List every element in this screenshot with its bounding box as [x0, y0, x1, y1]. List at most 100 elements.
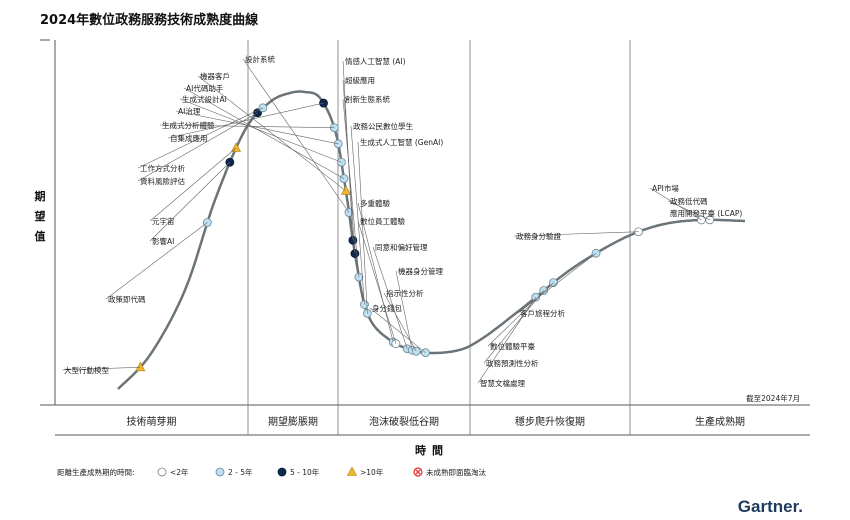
legend-marker	[347, 466, 357, 476]
point-leader	[179, 98, 342, 163]
tech-point-25: 智慧文檔處理	[477, 292, 541, 388]
legend-label: >10年	[360, 467, 384, 477]
tech-point-29: 政務身分驗證	[513, 227, 643, 241]
point-label: 情感人工智慧 (AI)	[345, 56, 406, 66]
tech-point-4: 元宇宙	[149, 142, 242, 226]
x-axis-label: 時間	[415, 443, 449, 457]
point-label: 創新生態系統	[345, 94, 390, 104]
tech-point-11: AI代碼助手	[183, 83, 349, 184]
legend: 距離生產成熟期的時間: <2年 2 - 5年 5 - 10年 >10年 未成熟即面臨淘汰	[57, 466, 486, 477]
point-label: 指示性分析	[386, 288, 424, 298]
phase-label-2: 期望膨脹期	[268, 415, 318, 428]
point-label: 政務預測性分析	[486, 358, 539, 368]
y-axis-label: 期 望 值	[35, 189, 46, 243]
point-leader	[137, 112, 258, 182]
tech-point-10: 生成式設計AI	[179, 94, 346, 167]
point-marker	[135, 361, 146, 372]
tech-point-3: 影響AI	[149, 157, 235, 246]
tech-point-6: 工作方式分析	[137, 103, 268, 173]
phase-label-4: 穩步爬升恢復期	[515, 415, 585, 428]
hype-curve	[117, 90, 745, 390]
point-label: 影響AI	[152, 236, 174, 246]
point-label: 政務低代碼	[670, 196, 708, 206]
point-label: 設計系統	[245, 54, 275, 64]
legend-label: 5 - 10年	[290, 467, 320, 477]
phase-label-1: 技術萌芽期	[127, 415, 177, 428]
legend-item-5to10: 5 - 10年	[277, 467, 320, 477]
point-label: 自集成應用	[170, 133, 208, 143]
point-leader	[167, 102, 324, 139]
tech-point-30: API市場	[649, 183, 706, 225]
point-marker	[231, 142, 242, 152]
point-label: 身分錢包	[372, 303, 402, 313]
tech-point-12: 機器客戶	[197, 71, 351, 195]
point-label: 生成式設計AI	[182, 94, 227, 104]
legend-label: 未成熟即面臨淘汰	[426, 467, 486, 477]
legend-marker	[277, 467, 287, 477]
point-leader	[517, 252, 597, 314]
point-leader	[372, 246, 408, 349]
legend-item-2to5: 2 - 5年	[215, 467, 253, 477]
point-label: 超級應用	[345, 75, 375, 85]
point-label: 政務身分驗證	[516, 231, 561, 241]
tech-point-5: 資料風險評估	[137, 108, 262, 186]
legend-label: <2年	[170, 467, 189, 477]
point-leader	[342, 98, 360, 278]
point-label: AI代碼助手	[186, 83, 224, 93]
point-label: 元宇宙	[152, 216, 175, 226]
point-label: 數位體驗平臺	[490, 341, 535, 351]
point-label: 資料風險評估	[140, 176, 185, 186]
point-leader	[183, 87, 345, 179]
point-leader	[667, 200, 710, 221]
point-label: 同意和偏好管理	[375, 242, 428, 252]
tech-point-2: 政策即代碼	[105, 218, 212, 304]
point-leader	[197, 75, 347, 192]
point-leader	[487, 282, 554, 347]
point-label: 政務公民數位學生	[353, 121, 413, 131]
point-leader	[357, 141, 368, 314]
point-label: 機器客戶	[200, 71, 230, 81]
point-leader	[149, 162, 231, 242]
phase-labels: 技術萌芽期 期望膨脹期 泡沫破裂低谷期 穩步爬升恢復期 生產成熟期	[127, 415, 746, 428]
point-leader	[350, 125, 365, 305]
point-marker	[340, 185, 351, 195]
legend-item-obsolete: 未成熟即面臨淘汰	[413, 467, 486, 477]
phase-label-3: 泡沫破裂低谷期	[369, 415, 439, 428]
as-of-date: 截至2024年7月	[746, 393, 800, 403]
tech-point-23: 指示性分析	[383, 288, 424, 356]
point-label: API市場	[652, 183, 679, 193]
legend-item-lt2: <2年	[157, 467, 189, 477]
point-label: 工作方式分析	[140, 163, 185, 173]
point-leader	[242, 58, 350, 213]
point-leader	[357, 202, 394, 343]
tech-point-24: 身分錢包	[369, 303, 430, 358]
phase-dividers	[247, 40, 631, 435]
point-leader	[395, 270, 413, 351]
tech-point-20: 數位員工體驗	[357, 216, 405, 349]
point-label: 生成式分析體驗	[162, 120, 215, 130]
tech-point-9: AI治理	[175, 106, 343, 149]
phase-label-5: 生產成熟期	[695, 415, 745, 428]
point-label-line-2: 應用開發平臺 (LCAP)	[670, 208, 742, 218]
legend-marker-x	[415, 469, 421, 475]
point-leader	[175, 110, 339, 145]
point-leader	[483, 290, 544, 364]
point-leader	[159, 124, 335, 129]
point-label: 客戶旅程分析	[520, 308, 565, 318]
tech-point-26: 政務預測性分析	[483, 286, 549, 368]
y-axis-char-2: 望	[35, 209, 46, 223]
tech-point-7: 自集成應用	[167, 98, 328, 143]
legend-label: 2 - 5年	[228, 467, 253, 477]
point-leader	[149, 147, 237, 222]
legend-marker	[157, 467, 167, 477]
point-leader	[383, 292, 417, 352]
chart-title: 2024年數位政務服務技術成熟度曲線	[40, 12, 259, 28]
gartner-logo: Gartner.	[738, 497, 803, 516]
tech-point-1: 大型行動模型	[61, 361, 146, 375]
tech-point-22: 機器身分管理	[395, 266, 443, 355]
point-label: AI治理	[178, 106, 201, 116]
point-label: 智慧文檔處理	[480, 378, 525, 388]
tech-point-18: 生成式人工智慧 (GenAI)	[357, 137, 443, 318]
